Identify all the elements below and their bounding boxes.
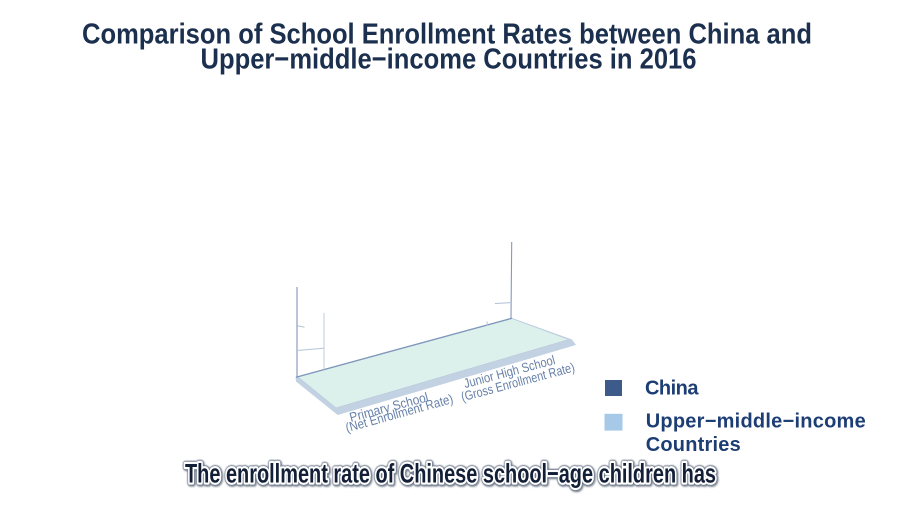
svg-text:Countries: Countries <box>646 434 741 456</box>
svg-text:China: China <box>645 378 699 400</box>
svg-text:The enrollment rate of Chinese: The enrollment rate of Chinese school−ag… <box>185 459 716 489</box>
svg-text:Comparison of School Enrollmen: Comparison of School Enrollment Rates be… <box>82 19 812 51</box>
svg-text:Upper−middle−income: Upper−middle−income <box>646 411 866 433</box>
svg-text:Upper−middle−income Countries: Upper−middle−income Countries in 2016 <box>201 44 697 76</box>
svg-text:The enrollment rate of Chinese: The enrollment rate of Chinese school−ag… <box>185 459 716 489</box>
